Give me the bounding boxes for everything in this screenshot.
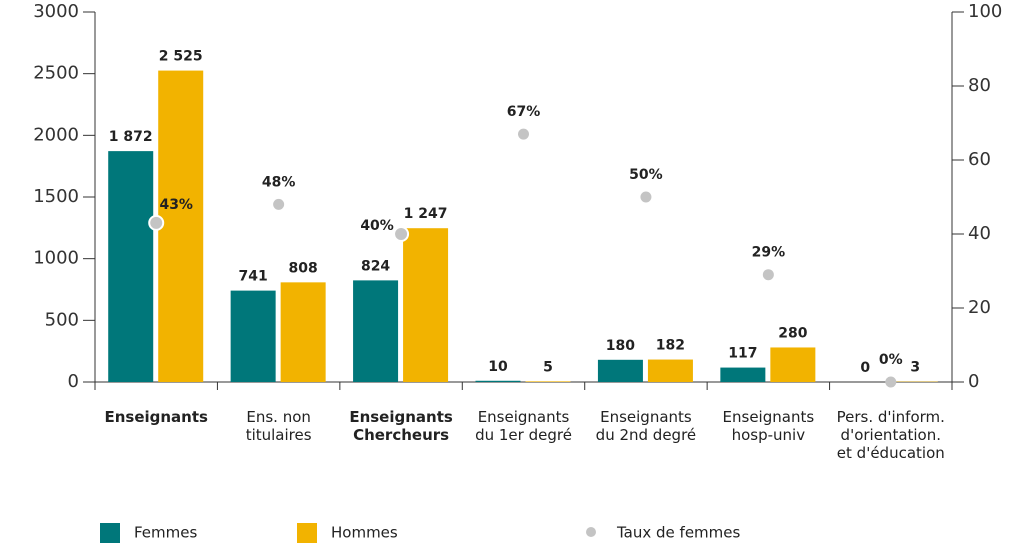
bar [475,380,521,382]
x-tick-label-line: Ens. non [246,408,311,426]
rate-label: 43% [159,197,193,213]
x-tick-label: Enseignants hosp-univ [723,408,815,444]
value-label: 741 [239,269,268,285]
value-label: 1 247 [404,206,448,222]
y-tick-label: 1000 [33,248,79,269]
rate-dot [148,214,165,231]
value-label: 180 [606,338,635,354]
x-tick-label-line: d'orientation. [841,426,941,444]
rate-label: 29% [752,245,786,261]
y2-tick-label: 40 [968,223,991,244]
x-tick-label: Pers. d'inform. d'orientation. et d'éducat… [837,408,945,462]
x-tick-label-line: Chercheurs [353,426,449,444]
legend-label: Taux de femmes [616,524,741,542]
x-tick-label: Enseignants du 1er degré [475,408,572,444]
x-tick-label: Ens. non titulaires [246,408,312,444]
legend-label: Hommes [331,524,398,542]
rate-dot [885,376,897,388]
legend-swatch [586,527,596,537]
y-tick-label: 2500 [33,63,79,84]
y2-tick-label: 100 [968,1,1002,22]
value-label: 10 [488,359,508,375]
bar [158,70,204,382]
y-tick-label: 500 [45,309,79,330]
bar [108,151,154,382]
x-tick-label-line: Enseignants [600,408,692,426]
x-tick-label-line: Enseignants [349,408,453,426]
rate-dot [518,128,529,140]
bar [770,347,816,382]
rate-label: 0% [879,352,903,368]
value-label: 5 [543,359,553,375]
y2-tick-label: 20 [968,297,991,318]
y-tick-label: 0 [68,371,79,392]
x-tick-label-line: et d'éducation [837,444,945,462]
value-label: 280 [778,325,807,341]
x-tick-label-line: Enseignants [478,408,570,426]
x-tick-label-line: Pers. d'inform. [837,408,945,426]
value-label: 1 872 [109,129,153,145]
y2-tick-label: 0 [968,371,979,392]
x-tick-label-line: titulaires [246,426,312,444]
bar [280,282,326,382]
y-tick-label: 1500 [33,186,79,207]
value-label: 824 [361,258,390,274]
rate-dot [640,191,652,203]
value-label: 3 [910,360,920,376]
rate-dot [762,269,774,281]
bar [353,280,399,382]
bar [647,359,693,382]
x-tick-label: Enseignants [104,408,208,426]
value-label: 182 [656,338,685,354]
y-tick-label: 2000 [33,124,79,145]
legend-swatch [100,523,120,543]
bar [597,359,643,382]
rate-label: 50% [629,167,663,183]
x-tick-label: Enseignants du 2nd degré [596,408,696,444]
bar [403,228,449,382]
rate-label: 40% [360,218,394,234]
y2-tick-label: 80 [968,75,991,96]
y-tick-label: 3000 [33,1,79,22]
value-label: 117 [728,346,757,362]
bar [525,381,571,382]
x-tick-label-line: Enseignants [723,408,815,426]
rate-dot [393,226,410,242]
rate-dot [273,198,285,210]
rate-label: 67% [507,104,541,120]
x-tick-label-line: du 2nd degré [596,426,696,444]
bar [230,290,276,382]
value-label: 2 525 [159,49,203,65]
value-label: 808 [289,260,318,276]
bar [720,367,766,382]
y2-tick-label: 60 [968,149,991,170]
legend-swatch [297,523,317,543]
rate-label: 48% [262,174,296,190]
x-tick-label-line: Enseignants [104,408,208,426]
x-tick-label-line: hosp-univ [732,426,806,444]
value-label: 0 [860,360,870,376]
x-tick-label: Enseignants Chercheurs [349,408,453,444]
x-tick-label-line: du 1er degré [475,426,572,444]
legend-label: Femmes [134,524,197,542]
